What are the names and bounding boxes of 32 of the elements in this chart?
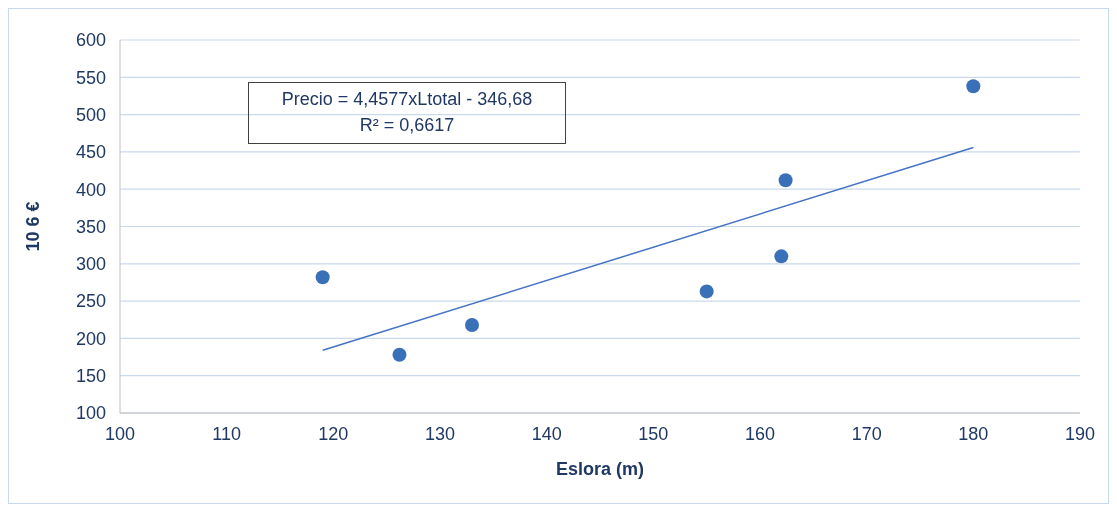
x-tick-label: 180: [958, 423, 989, 444]
point: [315, 270, 330, 285]
y-tick-label: 150: [75, 366, 106, 387]
x-tick-label: 110: [212, 423, 242, 444]
y-tick-label: 200: [75, 328, 106, 349]
x-tick-label: 150: [638, 423, 669, 444]
x-tick-label: 100: [104, 423, 136, 444]
annotation: R² = 0,6617: [358, 114, 456, 137]
x-tick-label: 160: [744, 423, 776, 444]
point: [778, 173, 793, 188]
y-axis-title: 10 6 €: [23, 201, 44, 252]
point: [966, 79, 981, 94]
y-tick-label: 300: [75, 254, 106, 275]
x-axis-title: Eslora (m): [555, 459, 645, 479]
y-tick-label: 550: [75, 67, 106, 88]
x-tick-label: 170: [851, 423, 882, 444]
y-tick-label: 250: [75, 291, 106, 312]
point: [465, 317, 479, 332]
point: [774, 249, 789, 264]
point: [392, 347, 407, 362]
x-tick-label: 130: [424, 423, 456, 444]
y-tick-label: 400: [75, 179, 106, 200]
y-tick-label: 450: [75, 142, 106, 163]
annotation: Precio = 4,4577xLtotal - 346,68: [280, 88, 534, 111]
y-tick-label: 500: [75, 104, 106, 125]
y-tick-label: 600: [75, 30, 106, 51]
point: [699, 284, 714, 299]
y-tick-label: 100: [75, 403, 106, 424]
y-tick-label: 350: [75, 216, 106, 237]
x-tick-label: 190: [1064, 423, 1096, 444]
x-tick-label: 120: [318, 423, 349, 444]
x-tick-label: 140: [531, 423, 562, 444]
